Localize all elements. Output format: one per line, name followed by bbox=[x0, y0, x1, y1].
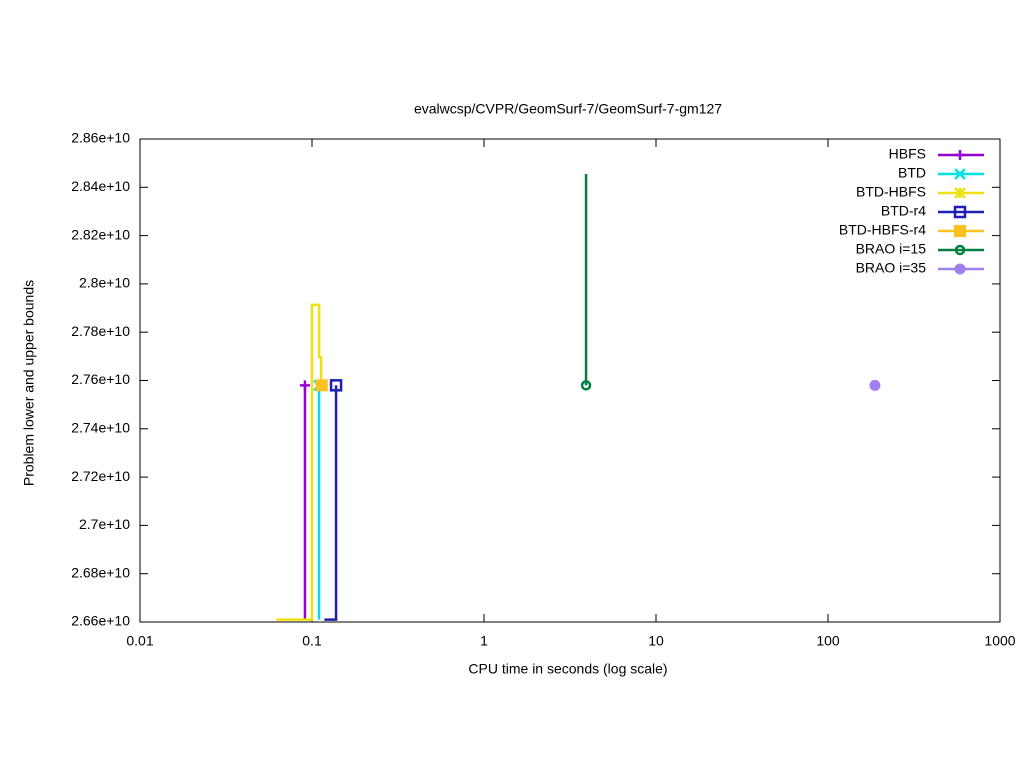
chart-title: evalwcsp/CVPR/GeomSurf-7/GeomSurf-7-gm12… bbox=[414, 101, 722, 117]
marker bbox=[955, 150, 965, 160]
legend-label: BTD-HBFS-r4 bbox=[839, 222, 926, 238]
marker bbox=[329, 379, 343, 392]
marker bbox=[869, 379, 881, 391]
marker bbox=[954, 244, 966, 256]
marker bbox=[954, 225, 966, 237]
x-axis-label: CPU time in seconds (log scale) bbox=[468, 661, 667, 677]
marker bbox=[954, 168, 966, 180]
x-tick-label: 10 bbox=[648, 633, 664, 649]
legend-label: BRAO i=15 bbox=[856, 241, 927, 257]
y-tick-label: 2.86e+10 bbox=[71, 130, 130, 146]
marker bbox=[954, 187, 966, 199]
y-tick-label: 2.78e+10 bbox=[71, 323, 130, 339]
plot-frame bbox=[139, 138, 1001, 623]
x-tick-label: 1000 bbox=[984, 633, 1015, 649]
x-tick-label: 100 bbox=[816, 633, 840, 649]
y-tick-label: 2.84e+10 bbox=[71, 178, 130, 194]
y-tick-label: 2.8e+10 bbox=[79, 275, 130, 291]
legend-label: BTD-HBFS bbox=[856, 184, 926, 200]
x-tick-label: 1 bbox=[480, 633, 488, 649]
y-tick-label: 2.74e+10 bbox=[71, 420, 130, 436]
marker bbox=[315, 379, 328, 392]
y-tick-label: 2.72e+10 bbox=[71, 468, 130, 484]
marker bbox=[299, 380, 310, 391]
x-tick-label: 0.01 bbox=[126, 633, 153, 649]
y-tick-label: 2.66e+10 bbox=[71, 613, 130, 629]
y-tick-label: 2.7e+10 bbox=[79, 516, 130, 532]
y-tick-label: 2.68e+10 bbox=[71, 564, 130, 580]
legend-label: BTD bbox=[898, 165, 926, 181]
series-line bbox=[276, 303, 323, 621]
legend-label: BTD-r4 bbox=[881, 203, 926, 219]
legend-label: BRAO i=35 bbox=[856, 260, 927, 276]
y-axis-label: Problem lower and upper bounds bbox=[21, 280, 37, 486]
x-tick-label: 0.1 bbox=[302, 633, 322, 649]
legend-label: HBFS bbox=[889, 146, 926, 162]
y-tick-label: 2.76e+10 bbox=[71, 371, 130, 387]
marker bbox=[954, 263, 966, 275]
y-tick-label: 2.82e+10 bbox=[71, 226, 130, 242]
marker bbox=[580, 380, 592, 391]
marker bbox=[953, 205, 967, 219]
series-line bbox=[324, 385, 338, 621]
